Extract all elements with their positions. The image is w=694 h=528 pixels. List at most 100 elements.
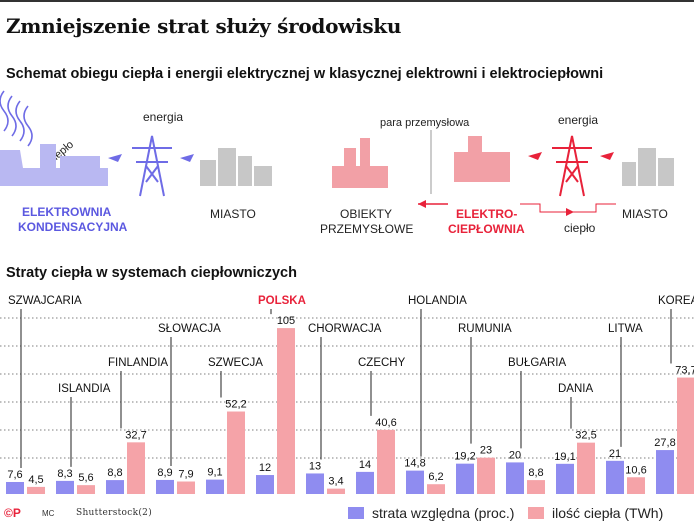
transmission-tower-icon-right bbox=[552, 135, 592, 197]
value-label-ilosc: 105 bbox=[277, 315, 295, 327]
bar-ilosc bbox=[527, 480, 545, 494]
value-label-strata: 21 bbox=[609, 448, 621, 460]
left-city-label: MIASTO bbox=[210, 207, 256, 221]
country-label: KOREA bbox=[658, 295, 694, 307]
right-city-icon bbox=[622, 148, 674, 186]
bar-ilosc bbox=[127, 442, 145, 494]
bar-strata bbox=[206, 479, 224, 494]
country-label: CZECHY bbox=[358, 357, 406, 369]
legend-item-ilosc: ilość ciepła (TWh) bbox=[528, 505, 663, 521]
value-label-ilosc: 8,8 bbox=[528, 467, 543, 479]
legend-swatch-strata bbox=[348, 507, 364, 519]
value-label-ilosc: 40,6 bbox=[375, 417, 396, 429]
legend-item-strata: strata względna (proc.) bbox=[348, 505, 514, 521]
bar-strata bbox=[506, 462, 524, 494]
footer: ©P MC Shutterstock(2) strata względna (p… bbox=[0, 498, 694, 528]
steam-label: para przemysłowa bbox=[380, 117, 470, 129]
bar-ilosc bbox=[477, 457, 495, 494]
value-label-ilosc: 7,9 bbox=[178, 469, 193, 481]
heat-loss-chart: 7,6 4,5 SZWAJCARIA 8,3 5,6 ISLANDIA 8,8 32,7 FIN… bbox=[0, 295, 694, 494]
country-label: HOLANDIA bbox=[408, 295, 467, 307]
value-label-ilosc: 5,6 bbox=[78, 472, 93, 484]
value-label-ilosc: 4,5 bbox=[28, 474, 43, 486]
legend-label-ilosc: ilość ciepła (TWh) bbox=[552, 505, 664, 521]
value-label-strata: 8,9 bbox=[157, 467, 172, 479]
bar-ilosc bbox=[577, 442, 595, 494]
country-label: FINLANDIA bbox=[108, 357, 168, 369]
value-label-ilosc: 10,6 bbox=[625, 464, 646, 476]
industry-icon bbox=[332, 138, 388, 188]
bar-strata bbox=[406, 470, 424, 494]
value-label-strata: 27,8 bbox=[654, 437, 675, 449]
value-label-ilosc: 52,2 bbox=[225, 399, 246, 411]
bar-ilosc bbox=[277, 328, 295, 494]
bar-ilosc bbox=[227, 411, 245, 494]
energy-arrows-icon-right bbox=[528, 152, 614, 160]
bar-strata bbox=[556, 463, 574, 494]
left-energy-label: energia bbox=[143, 110, 183, 124]
country-label: DANIA bbox=[558, 383, 593, 395]
country-label: BUŁGARIA bbox=[508, 357, 566, 369]
bar-ilosc bbox=[177, 481, 195, 494]
author-credit: MC bbox=[42, 509, 55, 518]
value-label-strata: 14 bbox=[359, 459, 371, 471]
bar-strata bbox=[606, 460, 624, 494]
value-label-strata: 8,8 bbox=[107, 467, 122, 479]
power-plant-icon bbox=[0, 144, 108, 186]
steam-arrow-icon bbox=[418, 200, 426, 208]
value-label-ilosc: 32,7 bbox=[125, 429, 146, 441]
bar-strata bbox=[56, 480, 74, 494]
value-label-ilosc: 32,5 bbox=[575, 430, 596, 442]
plant1-label-2: KONDENSACYJNA bbox=[18, 220, 128, 234]
industry-label-2: PRZEMYSŁOWE bbox=[320, 222, 413, 236]
country-label: RUMUNIA bbox=[458, 323, 512, 335]
legend-swatch-ilosc bbox=[528, 507, 544, 519]
value-label-ilosc: 6,2 bbox=[428, 471, 443, 483]
top-rule bbox=[0, 0, 694, 2]
right-city-label: MIASTO bbox=[622, 207, 668, 221]
plant2-label-2: CIEPŁOWNIA bbox=[448, 222, 525, 236]
country-label: LITWA bbox=[608, 323, 643, 335]
value-label-strata: 9,1 bbox=[207, 467, 222, 479]
bar-ilosc bbox=[627, 477, 645, 494]
value-label-strata: 8,3 bbox=[57, 468, 72, 480]
transmission-tower-icon bbox=[132, 135, 172, 197]
value-label-ilosc: 3,4 bbox=[328, 476, 343, 488]
value-label-strata: 14,8 bbox=[404, 458, 425, 470]
bar-strata bbox=[156, 479, 174, 494]
photo-credit: Shutterstock(2) bbox=[76, 508, 153, 518]
plant1-label: ELEKTROWNIA bbox=[22, 205, 112, 219]
scheme-heading: Schemat obiegu ciepła i energii elektryc… bbox=[6, 66, 604, 82]
country-label: SZWAJCARIA bbox=[8, 295, 82, 307]
bar-ilosc bbox=[327, 488, 345, 494]
bar-ilosc bbox=[77, 485, 95, 494]
heat-arrow-icon bbox=[566, 208, 574, 216]
scheme-illustration: ciepło energia ELEKTROWNIA KONDENSACYJNA… bbox=[0, 90, 674, 236]
bar-strata bbox=[456, 463, 474, 494]
country-label: SŁOWACJA bbox=[158, 323, 221, 335]
value-label-strata: 19,2 bbox=[454, 451, 475, 463]
bar-ilosc bbox=[427, 484, 445, 494]
value-label-strata: 20 bbox=[509, 449, 521, 461]
city-icon bbox=[200, 148, 272, 186]
legend-label-strata: strata względna (proc.) bbox=[372, 505, 515, 521]
copyright-mark: ©P bbox=[4, 506, 21, 520]
right-heat-label: ciepło bbox=[564, 221, 596, 235]
country-label: SZWECJA bbox=[208, 357, 263, 369]
chart-heading: Straty ciepła w systemach ciepłowniczych bbox=[6, 265, 297, 281]
bar-ilosc bbox=[377, 429, 395, 494]
bar-strata bbox=[106, 480, 124, 494]
bar-strata bbox=[256, 475, 274, 494]
industry-label: OBIEKTY bbox=[340, 207, 392, 221]
bar-strata bbox=[6, 481, 24, 494]
energy-arrows-icon bbox=[108, 154, 194, 162]
page-title: Zmniejszenie strat służy środowisku bbox=[6, 14, 402, 38]
plant2-label: ELEKTRO- bbox=[456, 207, 517, 221]
chp-plant-icon bbox=[454, 136, 510, 182]
country-label: CHORWACJA bbox=[308, 323, 382, 335]
value-label-ilosc: 73,7 bbox=[675, 365, 694, 377]
country-label: ISLANDIA bbox=[58, 383, 111, 395]
heat-waves-icon bbox=[0, 90, 33, 147]
bar-strata bbox=[656, 450, 674, 494]
right-energy-label: energia bbox=[558, 113, 598, 127]
